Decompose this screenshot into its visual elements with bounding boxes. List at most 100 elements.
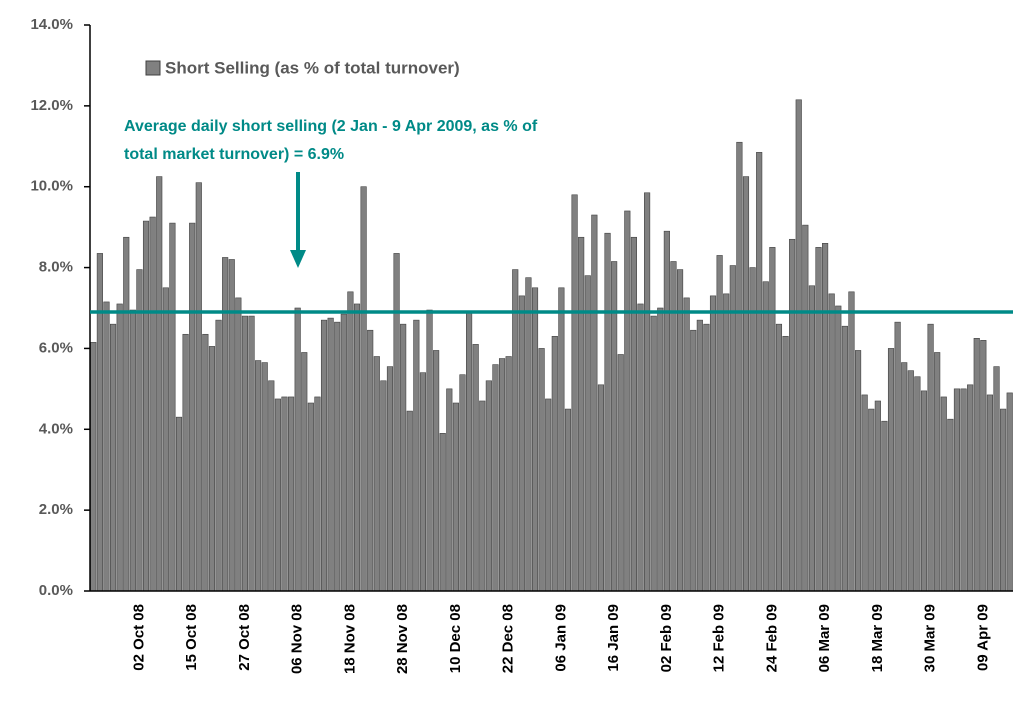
- bar: [822, 243, 829, 592]
- bar: [288, 396, 295, 592]
- bar: [531, 287, 539, 592]
- bar: [604, 232, 611, 592]
- bar: [736, 141, 743, 592]
- x-tick-label: 18 Nov 08: [341, 604, 358, 674]
- bar: [716, 255, 723, 592]
- bar: [492, 364, 499, 592]
- bar: [749, 267, 756, 592]
- bar: [340, 313, 347, 592]
- y-tick-label: 0.0%: [39, 582, 73, 599]
- x-tick-label: 22 Dec 08: [500, 604, 517, 673]
- bar: [927, 323, 934, 592]
- bar: [690, 329, 697, 592]
- bar: [815, 247, 822, 592]
- bar: [393, 253, 400, 592]
- bar: [848, 291, 855, 592]
- bar: [208, 346, 216, 592]
- y-tick-label: 6.0%: [39, 339, 73, 356]
- bar: [769, 247, 776, 592]
- bar: [545, 398, 552, 592]
- bar: [973, 338, 980, 592]
- bar: [314, 396, 321, 592]
- x-tick-label: 12 Feb 09: [711, 604, 728, 672]
- x-tick-label: 30 Mar 09: [922, 604, 939, 672]
- bar: [630, 236, 637, 592]
- bar: [327, 317, 334, 592]
- bar: [103, 301, 110, 592]
- bar: [235, 297, 242, 592]
- bar: [657, 307, 664, 592]
- bar: [472, 344, 479, 592]
- bar: [518, 295, 525, 592]
- bar: [986, 394, 993, 592]
- bar: [914, 376, 921, 592]
- bar: [617, 354, 624, 592]
- bar: [1000, 408, 1007, 592]
- bar: [571, 194, 578, 592]
- bar: [268, 380, 275, 592]
- bar: [887, 348, 895, 592]
- x-tick-label: 06 Mar 09: [816, 604, 833, 672]
- bar: [980, 340, 987, 592]
- bar: [255, 360, 262, 592]
- bar: [301, 352, 308, 592]
- bar: [248, 315, 255, 592]
- bar: [835, 305, 842, 592]
- x-tick-label: 06 Jan 09: [552, 604, 569, 672]
- bar: [564, 408, 572, 592]
- bar: [789, 238, 796, 592]
- bar: [584, 275, 591, 592]
- bar: [169, 222, 176, 592]
- bar: [294, 307, 301, 592]
- bar: [881, 420, 888, 592]
- bar: [901, 362, 908, 592]
- bar: [241, 315, 249, 592]
- bar: [162, 287, 169, 592]
- bar: [683, 297, 690, 592]
- x-tick-label: 18 Mar 09: [869, 604, 886, 672]
- x-tick-label: 24 Feb 09: [763, 604, 780, 672]
- bar: [222, 257, 229, 592]
- bar: [485, 380, 492, 592]
- bar: [558, 287, 565, 592]
- bar: [182, 333, 189, 592]
- bar: [808, 285, 815, 592]
- bar: [512, 269, 519, 592]
- bar: [380, 380, 387, 592]
- bar: [624, 210, 631, 592]
- bar: [452, 402, 459, 592]
- bar: [353, 303, 361, 592]
- bar: [129, 309, 136, 592]
- bar: [123, 236, 130, 592]
- bar: [459, 374, 466, 592]
- bar: [1006, 392, 1013, 592]
- bar: [967, 384, 974, 592]
- bar: [934, 352, 941, 592]
- bar: [360, 186, 367, 592]
- bar: [742, 176, 750, 592]
- bar: [723, 293, 730, 592]
- x-tick-label: 27 Oct 08: [236, 604, 253, 671]
- x-tick-label: 06 Nov 08: [289, 604, 306, 674]
- bar: [195, 182, 202, 592]
- arrow-head: [290, 250, 306, 268]
- bar: [762, 281, 769, 592]
- legend-swatch: [145, 60, 161, 76]
- x-tick-label: 28 Nov 08: [394, 604, 411, 674]
- bar: [729, 265, 736, 592]
- bar: [426, 309, 433, 592]
- bar: [347, 291, 354, 592]
- bar: [367, 329, 374, 592]
- bar: [189, 222, 196, 592]
- bar: [953, 388, 961, 592]
- bar: [578, 236, 585, 592]
- bar: [466, 311, 473, 592]
- bar: [202, 333, 209, 592]
- bar: [795, 99, 802, 592]
- bar: [551, 335, 558, 592]
- bar: [386, 366, 394, 592]
- bar: [663, 230, 670, 592]
- bar: [874, 400, 881, 592]
- bar: [96, 253, 103, 592]
